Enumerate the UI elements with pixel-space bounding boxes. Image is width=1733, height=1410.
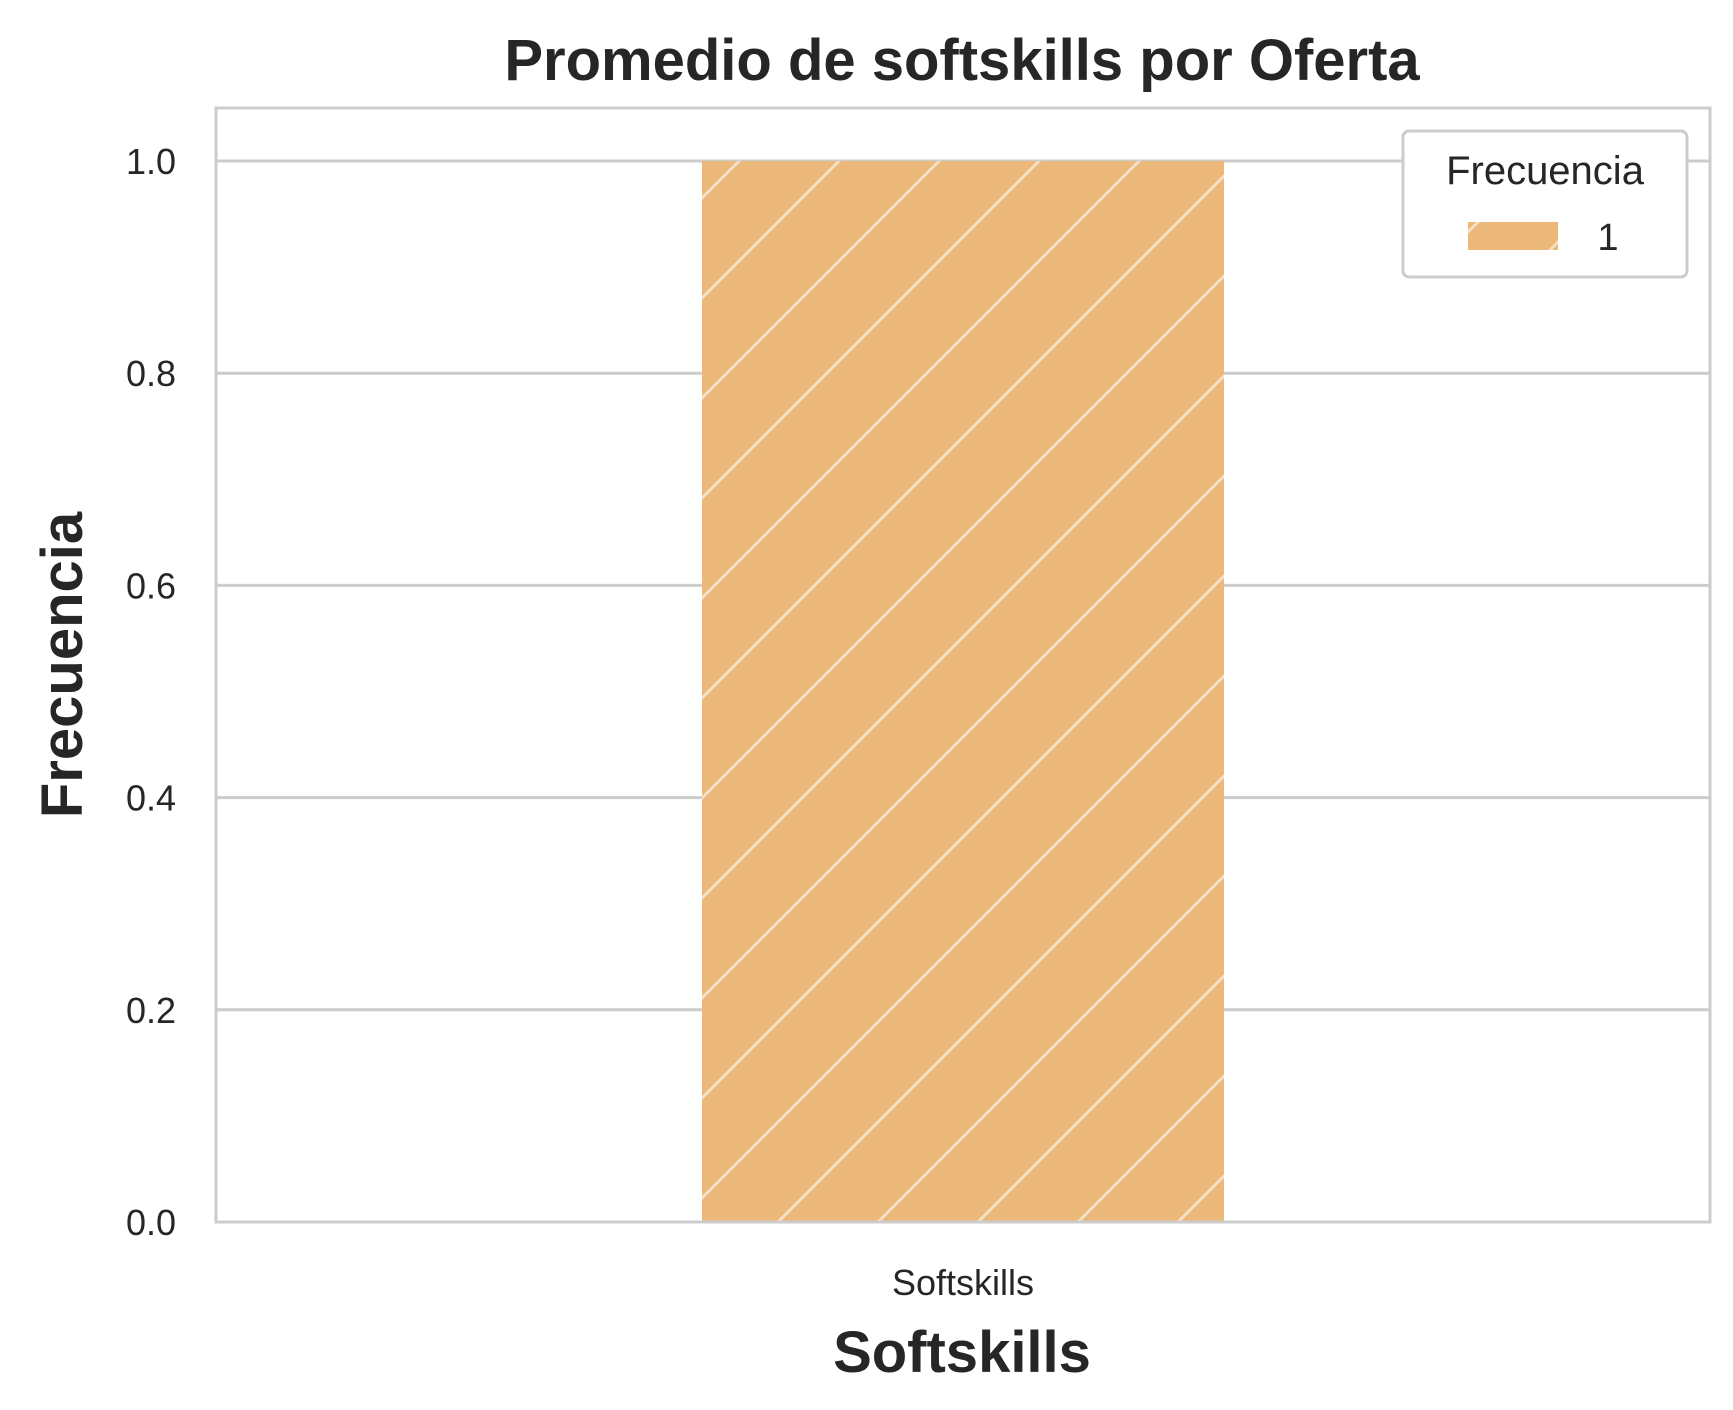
bar-hatch <box>702 161 1224 1222</box>
legend-title: Frecuencia <box>1446 149 1645 193</box>
y-tick-label: 0.6 <box>126 565 176 606</box>
chart-title: Promedio de softskills por Oferta <box>504 28 1420 93</box>
legend-swatch-hatch <box>1468 222 1558 250</box>
y-tick-label: 0.8 <box>126 353 176 394</box>
y-tick-label: 1.0 <box>126 141 176 182</box>
x-ticks: Softskills <box>892 1262 1034 1303</box>
bars <box>702 161 1224 1222</box>
y-tick-label: 0.4 <box>126 778 176 819</box>
legend-label: 1 <box>1597 217 1618 259</box>
y-axis-label: Frecuencia <box>30 511 95 818</box>
plot-frame <box>214 106 1712 1224</box>
y-tick-label: 0.0 <box>126 1202 176 1243</box>
y-tick-label: 0.2 <box>126 990 176 1031</box>
x-axis-label: Softskills <box>833 1320 1091 1385</box>
x-tick-label: Softskills <box>892 1262 1034 1303</box>
y-ticks: 0.0 0.2 0.4 0.6 0.8 1.0 <box>126 141 176 1243</box>
legend: Frecuencia 1 <box>1401 129 1689 279</box>
